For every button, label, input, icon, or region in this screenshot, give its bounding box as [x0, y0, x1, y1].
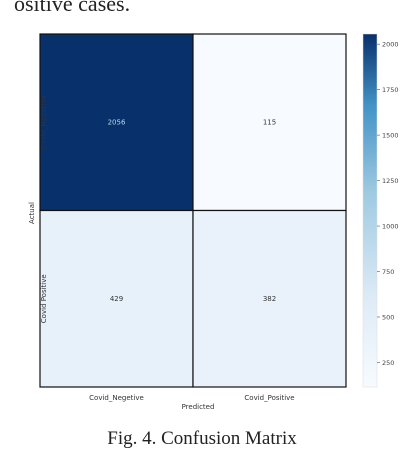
colorbar-tick-label: 750	[382, 268, 394, 276]
cell-value-label: 429	[110, 295, 123, 303]
heatmap-cell	[192, 209, 347, 388]
colorbar-tick-label: 2000	[382, 41, 399, 49]
colorbar-tick-label: 1750	[382, 86, 399, 94]
heatmap-cells: 2056 115 429 382	[39, 33, 347, 388]
cell-value-label: 2056	[108, 118, 126, 126]
y-tick-label: Covid_Negetive	[40, 95, 48, 150]
x-tick-label: Covid_Positive	[244, 394, 294, 402]
colorbar: 250 500 750 1000 1250 1500 1750 2000	[362, 33, 399, 388]
confusion-matrix-chart: 2056 115 429 382 Predicted Actual Covid_Neg…	[28, 33, 399, 411]
colorbar-tick-label: 1250	[382, 177, 399, 185]
x-axis-label: Predicted	[182, 403, 215, 411]
x-tick-label: Covid_Negetive	[89, 394, 144, 402]
colorbar-tick-label: 1500	[382, 132, 399, 140]
colorbar-gradient	[362, 33, 378, 388]
colorbar-tick-label: 500	[382, 313, 394, 321]
figure-caption: Fig. 4. Confusion Matrix	[107, 428, 297, 449]
cell-value-label: 382	[263, 295, 276, 303]
colorbar-tick-label: 1000	[382, 223, 399, 231]
y-axis-label: Actual	[28, 202, 36, 224]
y-tick-label: Covid Positive	[40, 274, 48, 323]
page-fragment-text: ositive cases.	[14, 0, 131, 16]
axis-labels: Predicted Actual Covid_Negetive Covid_Pos…	[28, 95, 295, 411]
colorbar-tick-label: 250	[382, 359, 394, 367]
cell-value-label: 115	[263, 118, 276, 126]
